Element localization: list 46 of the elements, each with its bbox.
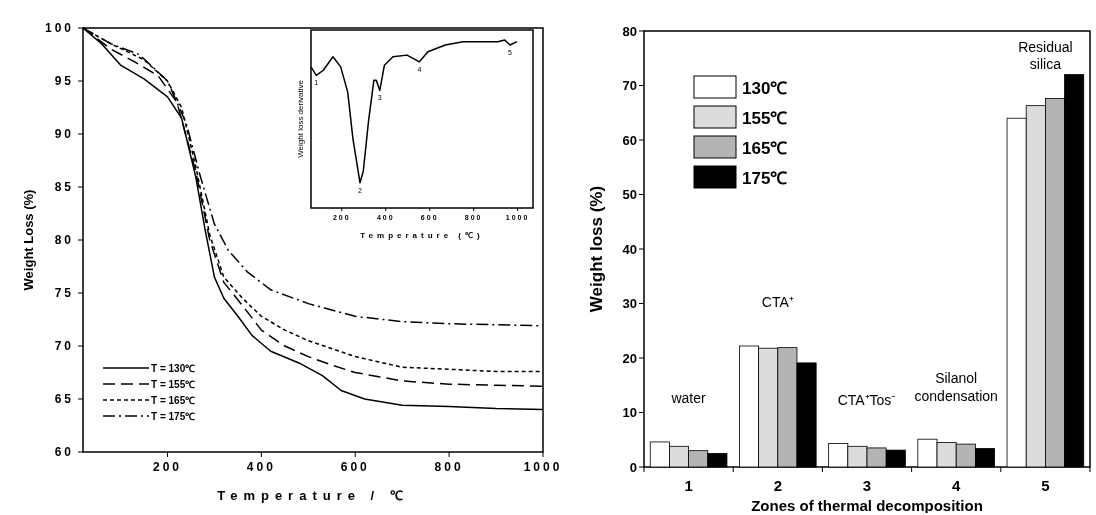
y-tick-label: 75 bbox=[54, 286, 74, 301]
legend-label: 155℃ bbox=[742, 109, 788, 128]
y-tick-label: 95 bbox=[54, 74, 74, 89]
x-tick-label: 2 bbox=[773, 477, 782, 494]
x-tick-label: 200 bbox=[152, 460, 183, 474]
y-tick-label: 0 bbox=[629, 459, 637, 475]
x-tick-label: 1 bbox=[684, 477, 693, 494]
legend-label: 175℃ bbox=[742, 169, 788, 188]
legend-label: T = 175℃ bbox=[151, 411, 196, 422]
y-tick-label: 80 bbox=[54, 233, 74, 248]
y-tick-label: 85 bbox=[54, 180, 74, 195]
x-tick-label: 4 bbox=[952, 477, 962, 494]
annotation: CTA⁺Tos⁻ bbox=[837, 391, 897, 408]
y-axis-title: Weight loss (%) bbox=[587, 185, 606, 313]
annotation: water bbox=[670, 390, 707, 407]
y-axis-title: Weight loss derivative bbox=[296, 79, 305, 158]
y-tick-label: 10 bbox=[622, 405, 637, 421]
x-tick-label: 1000 bbox=[523, 460, 563, 474]
x-tick-label: 600 bbox=[340, 460, 370, 474]
x-tick-label: 3 bbox=[862, 477, 872, 494]
y-tick-label: 40 bbox=[622, 241, 637, 257]
legend-label: 130℃ bbox=[742, 79, 788, 98]
x-tick-label: 5 bbox=[1041, 477, 1050, 494]
x-tick-label: 800 bbox=[434, 460, 464, 474]
y-tick-label: 60 bbox=[622, 132, 637, 148]
x-axis-title: Temperature / ℃ bbox=[217, 488, 409, 503]
y-tick-label: 70 bbox=[54, 339, 74, 354]
legend-label: T = 165℃ bbox=[151, 395, 196, 406]
y-tick-label: 60 bbox=[54, 445, 74, 460]
legend-label: T = 155℃ bbox=[151, 379, 196, 390]
y-tick-label: 30 bbox=[622, 296, 637, 312]
y-tick-label: 70 bbox=[622, 78, 637, 94]
x-tick-label: 400 bbox=[246, 460, 276, 474]
y-tick-label: 100 bbox=[44, 21, 74, 36]
x-axis-title: Temperature (℃) bbox=[360, 231, 484, 240]
y-tick-label: 80 bbox=[622, 23, 637, 39]
annotation: CTA⁺ bbox=[761, 294, 794, 311]
y-tick-label: 20 bbox=[622, 350, 637, 366]
y-tick-label: 90 bbox=[54, 127, 74, 142]
y-axis-title: Weight Loss (%) bbox=[21, 189, 36, 291]
annotation: Silanol condensation bbox=[914, 370, 998, 404]
legend-label: T = 130℃ bbox=[151, 363, 196, 374]
annotation: Residual silica bbox=[1018, 38, 1073, 73]
y-tick-label: 65 bbox=[54, 392, 74, 407]
y-tick-label: 50 bbox=[622, 187, 637, 203]
legend-label: 165℃ bbox=[742, 139, 788, 158]
